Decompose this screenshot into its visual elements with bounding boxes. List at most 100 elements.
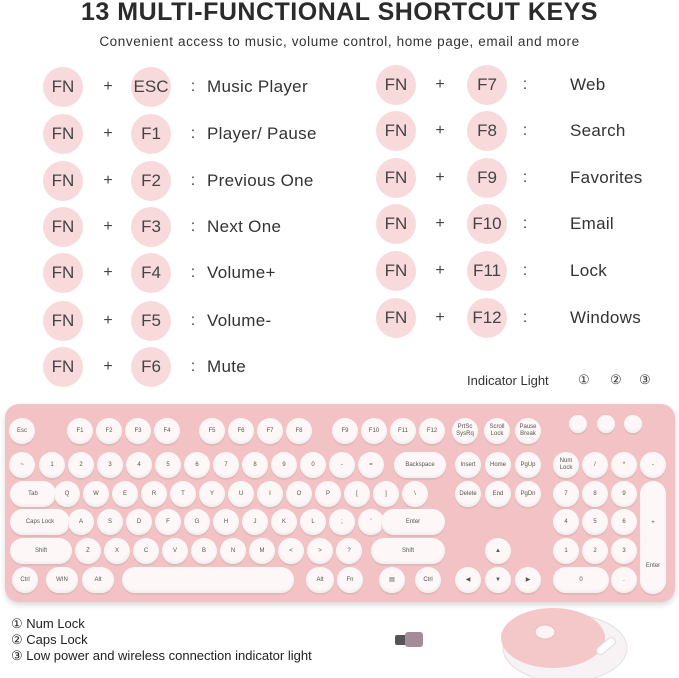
keyboard-key: Ctrl — [12, 567, 38, 593]
keyboard-key: 6 — [611, 509, 637, 535]
shortcut-description: Search — [570, 121, 626, 140]
colon-sign: : — [190, 125, 196, 142]
keyboard-key: Home — [485, 452, 511, 478]
shortcut-description: Email — [570, 214, 615, 233]
plus-sign: + — [435, 262, 445, 279]
keyboard-key: 4 — [553, 509, 579, 535]
keyboard-key: Alt — [82, 567, 114, 593]
keyboard-key: \ — [402, 481, 428, 507]
keyboard-key: F7 — [257, 418, 283, 444]
keyboard-key: 1 — [39, 452, 65, 478]
keyboard-key: 5 — [582, 509, 608, 535]
keyboard-key: F8 — [286, 418, 312, 444]
keyboard-key: WIN — [46, 567, 78, 593]
keyboard-key: Scroll Lock — [484, 418, 510, 444]
keyboard-key: G — [184, 509, 210, 535]
keyboard-key: Backspace — [394, 452, 446, 478]
keyboard-key: Delete — [455, 481, 481, 507]
shortcut-description: Next One — [207, 217, 282, 236]
usb-receiver-image — [395, 632, 423, 647]
fn-key-circle: FN — [376, 158, 416, 198]
keyboard-key: J — [242, 509, 268, 535]
function-key-circle: F1 — [131, 114, 171, 154]
plus-sign: + — [435, 122, 445, 139]
keyboard-key: F3 — [125, 418, 151, 444]
keyboard-key: = — [358, 452, 384, 478]
fn-key-circle: FN — [376, 204, 416, 244]
keyboard-key: 6 — [184, 452, 210, 478]
keyboard-key: S — [97, 509, 123, 535]
shortcut-description: Mute — [207, 357, 246, 376]
keyboard-key: 4 — [126, 452, 152, 478]
keyboard-key: Enter — [381, 509, 445, 535]
keyboard-key: PgUp — [515, 452, 541, 478]
function-key-circle: F2 — [131, 161, 171, 201]
keyboard-key: PgDn — [515, 481, 541, 507]
keyboard-key: ▤ — [379, 567, 405, 593]
note-power-indicator: ③ Low power and wireless connection indi… — [11, 648, 312, 663]
function-key-circle: F11 — [467, 251, 507, 291]
keyboard-key: [ — [344, 481, 370, 507]
keyboard-key: 2 — [582, 538, 608, 564]
fn-key-circle: FN — [43, 67, 83, 107]
shortcut-description: Favorites — [570, 168, 643, 187]
keyboard-key: F5 — [199, 418, 225, 444]
keyboard-key: PrtSc SysRq — [452, 418, 478, 444]
colon-sign: : — [190, 264, 196, 281]
keyboard-key: 9 — [611, 481, 637, 507]
keyboard-key: I — [257, 481, 283, 507]
indicator-light-label: Indicator Light — [467, 373, 549, 388]
fn-key-circle: FN — [376, 65, 416, 105]
note-caps-lock: ② Caps Lock — [11, 632, 88, 647]
keyboard-key: Shift — [10, 538, 72, 564]
keyboard-key: R — [141, 481, 167, 507]
plus-sign: + — [435, 76, 445, 93]
keyboard-key: Shift — [371, 538, 445, 564]
keyboard-key: - — [329, 452, 355, 478]
keyboard-key: Esc — [9, 418, 35, 444]
keyboard-key: < — [278, 538, 304, 564]
keyboard-key: ' — [358, 509, 384, 535]
colon-sign: : — [190, 312, 196, 329]
keyboard-key: A — [68, 509, 94, 535]
keyboard-key: 3 — [611, 538, 637, 564]
keyboard-key: 3 — [97, 452, 123, 478]
keyboard-key: ? — [336, 538, 362, 564]
keyboard-key: 8 — [582, 481, 608, 507]
function-key-circle: F5 — [131, 301, 171, 341]
shortcut-description: Windows — [570, 308, 642, 327]
keyboard-key: F9 — [332, 418, 358, 444]
function-key-circle: F7 — [467, 65, 507, 105]
function-key-circle: F12 — [467, 298, 507, 338]
shortcut-description: Lock — [570, 261, 608, 280]
plus-sign: + — [435, 309, 445, 326]
keyboard-key: 1 — [553, 538, 579, 564]
keyboard-key: Caps Lock — [10, 509, 70, 535]
keyboard-key: F6 — [228, 418, 254, 444]
colon-sign: : — [522, 76, 528, 93]
function-key-circle: F4 — [131, 253, 171, 293]
keyboard-key: 7 — [553, 481, 579, 507]
keyboard-key: ▼ — [485, 567, 511, 593]
function-key-circle: F6 — [131, 347, 171, 387]
keyboard-key: C — [133, 538, 159, 564]
keyboard-key — [122, 567, 294, 593]
indicator-number-3: ③ — [639, 372, 651, 387]
keyboard: Esc F1 F2 F3 F4 F5 F6 F7 F8 F9 F10 F11 F12 PrtSc SysR… — [5, 404, 675, 602]
keyboard-key: P — [315, 481, 341, 507]
keyboard-key: W — [83, 481, 109, 507]
keyboard-key: F2 — [96, 418, 122, 444]
keyboard-key: M — [249, 538, 275, 564]
keyboard-key: N — [220, 538, 246, 564]
plus-sign: + — [435, 169, 445, 186]
fn-key-circle: FN — [376, 251, 416, 291]
keyboard-key: / — [582, 452, 608, 478]
keyboard-key: ; — [329, 509, 355, 535]
keyboard-key: F10 — [361, 418, 387, 444]
keyboard-key: F11 — [390, 418, 416, 444]
keyboard-key: D — [126, 509, 152, 535]
fn-key-circle: FN — [43, 161, 83, 201]
keyboard-key: F12 — [419, 418, 445, 444]
keyboard-key: U — [228, 481, 254, 507]
function-key-circle: F9 — [467, 158, 507, 198]
